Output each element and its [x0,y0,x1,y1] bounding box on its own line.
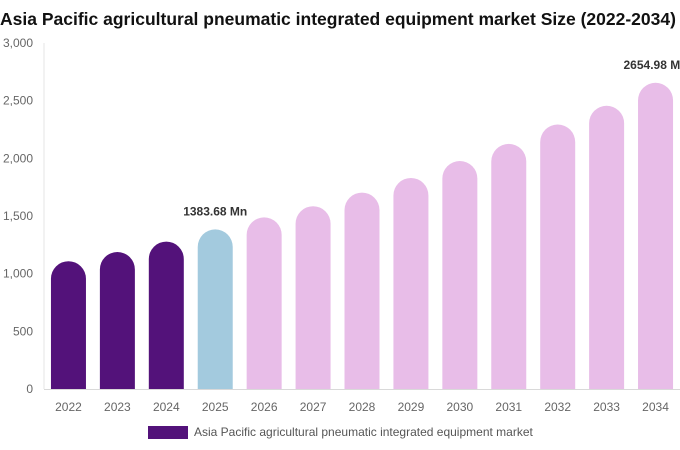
bar-2028 [344,192,380,389]
bar-2027 [295,206,331,389]
x-tick-label: 2034 [642,400,669,414]
y-axis: 0 500 1,000 1,500 2,000 2,500 3,000 [3,36,45,396]
legend-swatch [148,425,188,439]
x-tick-label: 2031 [495,400,522,414]
bar-2030 [442,160,478,389]
x-tick-label: 2028 [349,400,376,414]
bar-2026 [246,217,282,389]
y-tick-label: 2,000 [3,151,33,165]
bar-2023 [99,251,135,389]
x-tick-label: 2026 [251,400,278,414]
x-tick-label: 2025 [202,400,229,414]
data-label-2025: 1383.68 Mn [183,204,247,218]
x-tick-label: 2030 [446,400,473,414]
y-tick-label: 500 [13,324,33,338]
chart-title: Asia Pacific agricultural pneumatic inte… [0,9,676,29]
bar-2031 [491,143,527,389]
y-tick-label: 1,500 [3,209,33,223]
bar-2034 [638,82,674,390]
x-tick-label: 2022 [55,400,82,414]
bar-2029 [393,177,429,389]
bar-2025 [197,229,233,389]
bar-2033 [589,105,625,389]
x-tick-label: 2032 [544,400,571,414]
bar-2032 [540,124,576,390]
x-tick-label: 2029 [398,400,425,414]
legend: Asia Pacific agricultural pneumatic inte… [148,425,533,439]
y-tick-label: 0 [26,382,33,396]
data-label-2034: 2654.98 Mn [624,58,680,72]
x-tick-label: 2023 [104,400,131,414]
x-tick-label: 2027 [300,400,327,414]
y-tick-label: 1,000 [3,267,33,281]
bar-2022 [50,261,86,389]
data-labels-group: 1383.68 Mn 2654.98 Mn [183,58,680,219]
y-tick-label: 3,000 [3,36,33,50]
bars-group [50,82,674,390]
y-tick-label: 2,500 [3,94,33,108]
bar-2024 [148,241,184,389]
x-axis: 2022 2023 2024 2025 2026 2027 2028 2029 2030 2031… [44,389,680,414]
legend-label: Asia Pacific agricultural pneumatic inte… [194,425,533,439]
x-tick-label: 2033 [593,400,620,414]
x-tick-label: 2024 [153,400,180,414]
